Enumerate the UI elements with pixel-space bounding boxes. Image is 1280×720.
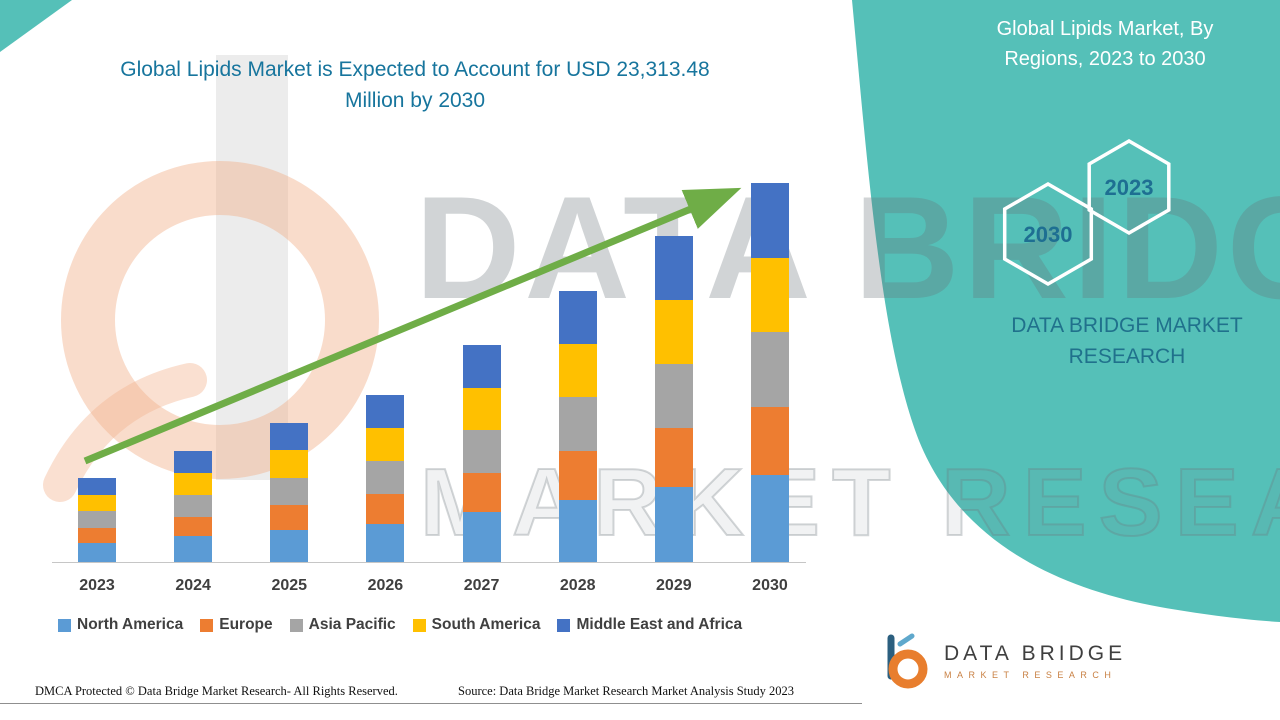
x-axis-label-2029: 2029 — [656, 577, 692, 594]
bar-2025-middle-east-and-africa — [270, 423, 309, 450]
teal-wave — [852, 0, 1280, 622]
x-axis-label-2030: 2030 — [752, 577, 788, 594]
watermark-ring — [61, 161, 379, 479]
databridge-logo-text: DATA BRIDGE MARKET RESEARCH — [944, 642, 1126, 680]
watermark-swoosh — [43, 363, 207, 502]
bar-2024-europe — [174, 517, 213, 536]
legend-item-south-america: South America — [412, 616, 541, 634]
x-axis — [52, 562, 806, 563]
bar-2029-middle-east-and-africa — [654, 236, 693, 300]
legend-swatch — [289, 618, 303, 632]
databridge-logo: DATA BRIDGE MARKET RESEARCH — [878, 632, 1126, 690]
footer-divider — [0, 703, 862, 704]
bar-2028-north-america — [558, 500, 597, 563]
bar-2027-asia-pacific — [462, 429, 501, 473]
chart-title-line1: Global Lipids Market is Expected to Acco… — [120, 58, 710, 81]
background-logo-watermark — [43, 55, 379, 502]
bar-2026-north-america — [366, 523, 405, 563]
bar-2028-asia-pacific — [558, 397, 597, 451]
legend-label: South America — [431, 616, 541, 633]
bar-2028-south-america — [558, 343, 597, 397]
hexagon-2030-label: 2030 — [1024, 222, 1073, 247]
bar-2023-asia-pacific — [78, 511, 116, 528]
bar-2027-south-america — [462, 387, 501, 430]
legend-label: Europe — [219, 616, 273, 633]
legend-label: North America — [77, 616, 184, 633]
bar-2029-south-america — [654, 300, 693, 364]
corner-triangle — [0, 0, 72, 52]
bar-2023-europe — [78, 528, 116, 543]
bar-2029-europe — [654, 427, 693, 487]
panel-brand-line1: DATA BRIDGE MARKET — [1011, 314, 1243, 337]
bar-2027-middle-east-and-africa — [462, 344, 501, 388]
databridge-logo-icon — [887, 633, 928, 689]
bar-2023-south-america — [78, 494, 116, 511]
panel-brand-line2: RESEARCH — [1068, 345, 1186, 368]
bar-2026-middle-east-and-africa — [366, 394, 405, 428]
bar-2030-europe — [750, 406, 789, 475]
chart-legend: North America Europe Asia Pacific South Ame… — [58, 616, 742, 634]
logo-subtitle: MARKET RESEARCH — [944, 670, 1117, 680]
year-badges: 2030 2023 — [1002, 138, 1171, 287]
bar-2025-europe — [270, 504, 309, 530]
logo-title: DATA BRIDGE — [944, 642, 1127, 665]
legend-swatch — [412, 618, 426, 632]
bar-2029-north-america — [654, 486, 693, 563]
chart-title-line2: Million by 2030 — [344, 89, 486, 112]
x-axis-label-2027: 2027 — [463, 577, 500, 594]
bar-2026-south-america — [366, 427, 405, 461]
legend-swatch — [557, 618, 571, 632]
legend-label: Middle East and Africa — [576, 616, 743, 633]
x-axis-label-2026: 2026 — [367, 577, 404, 594]
dmca-notice: DMCA Protected © Data Bridge Market Rese… — [35, 684, 398, 698]
watermark-bar — [216, 55, 288, 480]
bar-2028-europe — [558, 451, 597, 500]
chart-title: Global Lipids Market is Expected to Acco… — [60, 54, 770, 116]
hexagon-2023 — [1087, 138, 1171, 236]
bar-2030-south-america — [750, 257, 789, 332]
bar-2030-asia-pacific — [750, 331, 789, 407]
panel-title: Global Lipids Market, By Regions, 2023 t… — [950, 14, 1260, 74]
legend-item-asia-pacific: Asia Pacific — [289, 616, 396, 634]
bar-2026-asia-pacific — [366, 460, 405, 494]
bar-2026-europe — [366, 493, 405, 524]
bar-2024-middle-east-and-africa — [174, 450, 213, 473]
panel-title-line2: Regions, 2023 to 2030 — [1004, 48, 1206, 70]
bar-2025-asia-pacific — [270, 477, 309, 505]
bar-2030-north-america — [750, 474, 789, 563]
bar-2024-asia-pacific — [174, 494, 213, 517]
bar-2023-north-america — [78, 543, 116, 563]
legend-swatch — [200, 618, 214, 632]
legend-swatch — [58, 618, 71, 632]
panel-title-line1: Global Lipids Market, By — [996, 18, 1214, 40]
legend-item-middle-east-and-africa: Middle East and Africa — [557, 616, 742, 634]
bar-2028-middle-east-and-africa — [558, 290, 597, 344]
source-note: Source: Data Bridge Market Research Mark… — [458, 684, 795, 698]
x-axis-label-2028: 2028 — [559, 577, 596, 594]
x-axis-label-2023: 2023 — [79, 577, 115, 594]
bar-2025-south-america — [270, 449, 309, 478]
bar-2024-north-america — [174, 536, 213, 563]
bar-2024-south-america — [174, 472, 213, 495]
legend-label: Asia Pacific — [308, 616, 396, 633]
bar-2030-middle-east-and-africa — [750, 183, 789, 258]
hexagon-2030 — [1002, 181, 1094, 287]
trend-arrow-line — [83, 187, 742, 465]
x-axis-label-2025: 2025 — [271, 577, 308, 594]
bar-2027-north-america — [462, 511, 501, 563]
bar-2023-middle-east-and-africa — [78, 477, 116, 495]
panel-brand-wordmark: DATA BRIDGE MARKET RESEARCH — [1002, 310, 1252, 372]
hexagon-2023-label: 2023 — [1105, 175, 1154, 200]
legend-item-europe: Europe — [200, 616, 273, 634]
bar-2029-asia-pacific — [654, 363, 693, 428]
bar-2025-north-america — [270, 529, 309, 563]
x-axis-label-2024: 2024 — [175, 577, 211, 594]
legend-item-north-america: North America — [58, 616, 183, 634]
bar-2027-europe — [462, 472, 501, 512]
